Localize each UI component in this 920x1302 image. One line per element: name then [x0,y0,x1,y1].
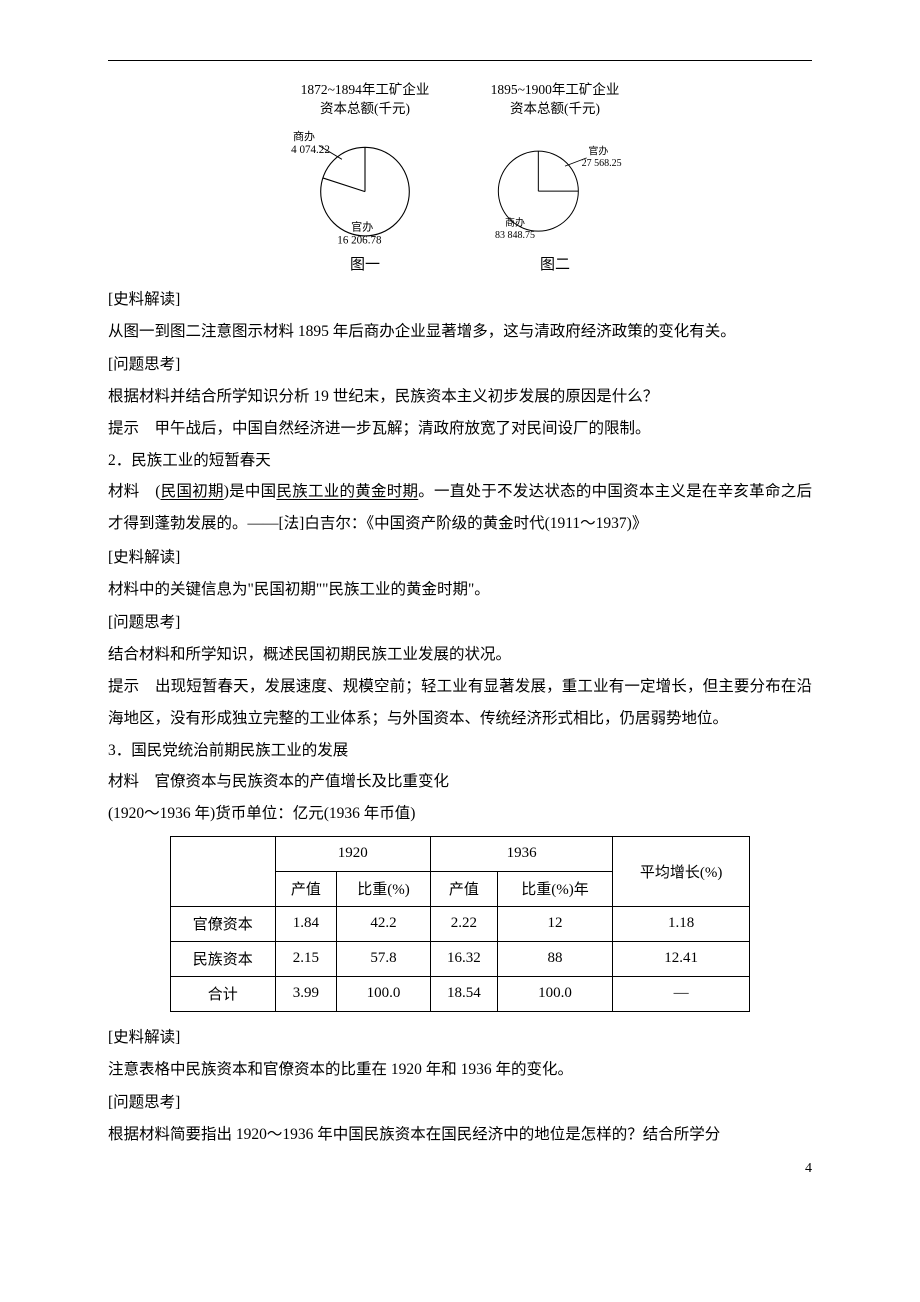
chart-1-pie: 商办 4 074.22 官办 16 206.78 [290,127,440,247]
cell: 100.0 [337,976,431,1011]
cell: 3.99 [275,976,337,1011]
th-pct-2: 比重(%)年 [497,871,612,906]
cell: 12 [497,906,612,941]
chart-1-slice1-label: 商办 [293,129,315,143]
table-row: 民族资本 2.15 57.8 16.32 88 12.41 [171,941,750,976]
table-row: 官僚资本 1.84 42.2 2.22 12 1.18 [171,906,750,941]
cell: 100.0 [497,976,612,1011]
cell: 2.22 [430,906,497,941]
chart-1-slice2-value: 16 206.78 [337,234,382,246]
table-header-row-1: 1920 1936 平均增长(%) [171,836,750,871]
cell: 16.32 [430,941,497,976]
th-pct-1: 比重(%) [337,871,431,906]
th-val-1: 产值 [275,871,337,906]
th-1936: 1936 [430,836,612,871]
chart-2: 1895~1900年工矿企业 资本总额(千元) 官办 27 568.25 商办 … [480,81,630,274]
chart-1-caption: 图一 [350,253,380,274]
chart-2-pie: 官办 27 568.25 商办 83 848.75 [480,127,630,247]
think-3-text: 根据材料简要指出 1920～1936 年中国民族资本在国民经济中的地位是怎样的？… [108,1119,812,1151]
cell: 18.54 [430,976,497,1011]
chart-1-slice2-label: 官办 [351,219,373,233]
th-1920: 1920 [275,836,430,871]
hint-2: 提示 出现短暂春天，发展速度、规模空前；轻工业有显著发展，重工业有一定增长，但主… [108,671,812,735]
chart-1-title-line1: 1872~1894年工矿企业 [301,82,430,97]
interp-2-label: [史料解读] [108,542,812,574]
table-row: 合计 3.99 100.0 18.54 100.0 — [171,976,750,1011]
chart-1-title-line2: 资本总额(千元) [320,101,410,116]
cell: — [613,976,750,1011]
interp-3-text: 注意表格中民族资本和官僚资本的比重在 1920 年和 1936 年的变化。 [108,1054,812,1086]
cell: 42.2 [337,906,431,941]
charts-row: 1872~1894年工矿企业 资本总额(千元) 商办 4 074.22 官办 1… [108,81,812,274]
chart-2-title-line2: 资本总额(千元) [510,101,600,116]
cell: 57.8 [337,941,431,976]
think-1-text: 根据材料并结合所学知识分析 19 世纪末，民族资本主义初步发展的原因是什么？ [108,381,812,413]
top-rule [108,60,812,61]
interp-1-text: 从图一到图二注意图示材料 1895 年后商办企业显著增多，这与清政府经济政策的变… [108,316,812,348]
chart-2-caption: 图二 [540,253,570,274]
chart-2-slice1-value: 27 568.25 [582,158,622,169]
material-3-note: (1920～1936 年)货币单位：亿元(1936 年币值) [108,798,812,830]
interp-2-text: 材料中的关键信息为"民国初期""民族工业的黄金时期"。 [108,574,812,606]
heading-2: 2．民族工业的短暂春天 [108,445,812,477]
material-3: 材料 官僚资本与民族资本的产值增长及比重变化 [108,766,812,798]
cell-label: 合计 [171,976,276,1011]
chart-2-title-line1: 1895~1900年工矿企业 [491,82,620,97]
mat2-u1: 民国初期 [160,483,223,500]
interp-1-label: [史料解读] [108,284,812,316]
think-2-text: 结合材料和所学知识，概述民国初期民族工业发展的状况。 [108,639,812,671]
chart-1: 1872~1894年工矿企业 资本总额(千元) 商办 4 074.22 官办 1… [290,81,440,274]
interp-3-label: [史料解读] [108,1022,812,1054]
heading-3: 3．国民党统治前期民族工业的发展 [108,735,812,767]
data-table: 1920 1936 平均增长(%) 产值 比重(%) 产值 比重(%)年 官僚资… [170,836,750,1012]
cell: 2.15 [275,941,337,976]
think-3-label: [问题思考] [108,1087,812,1119]
chart-2-title: 1895~1900年工矿企业 资本总额(千元) [491,81,620,119]
think-1-label: [问题思考] [108,349,812,381]
cell: 12.41 [613,941,750,976]
think-2-label: [问题思考] [108,607,812,639]
cell: 1.84 [275,906,337,941]
mat2-u2: 民族工业的黄金时期 [276,483,418,500]
th-val-2: 产值 [430,871,497,906]
cell: 88 [497,941,612,976]
chart-2-slice2-value: 83 848.75 [495,230,535,241]
mat2-mid1: )是中国 [224,483,277,500]
cell-label: 官僚资本 [171,906,276,941]
mat2-prefix: 材料 ( [108,483,160,500]
material-2: 材料 (民国初期)是中国民族工业的黄金时期。一直处于不发达状态的中国资本主义是在… [108,476,812,540]
chart-2-slice1-label: 官办 [588,144,608,157]
page-number: 4 [805,1161,812,1177]
chart-2-slice2-label: 商办 [505,216,525,229]
cell: 1.18 [613,906,750,941]
th-avg: 平均增长(%) [613,836,750,906]
th-blank [171,836,276,906]
cell-label: 民族资本 [171,941,276,976]
chart-1-title: 1872~1894年工矿企业 资本总额(千元) [301,81,430,119]
hint-1: 提示 甲午战后，中国自然经济进一步瓦解；清政府放宽了对民间设厂的限制。 [108,413,812,445]
chart-1-slice1-value: 4 074.22 [291,144,330,156]
